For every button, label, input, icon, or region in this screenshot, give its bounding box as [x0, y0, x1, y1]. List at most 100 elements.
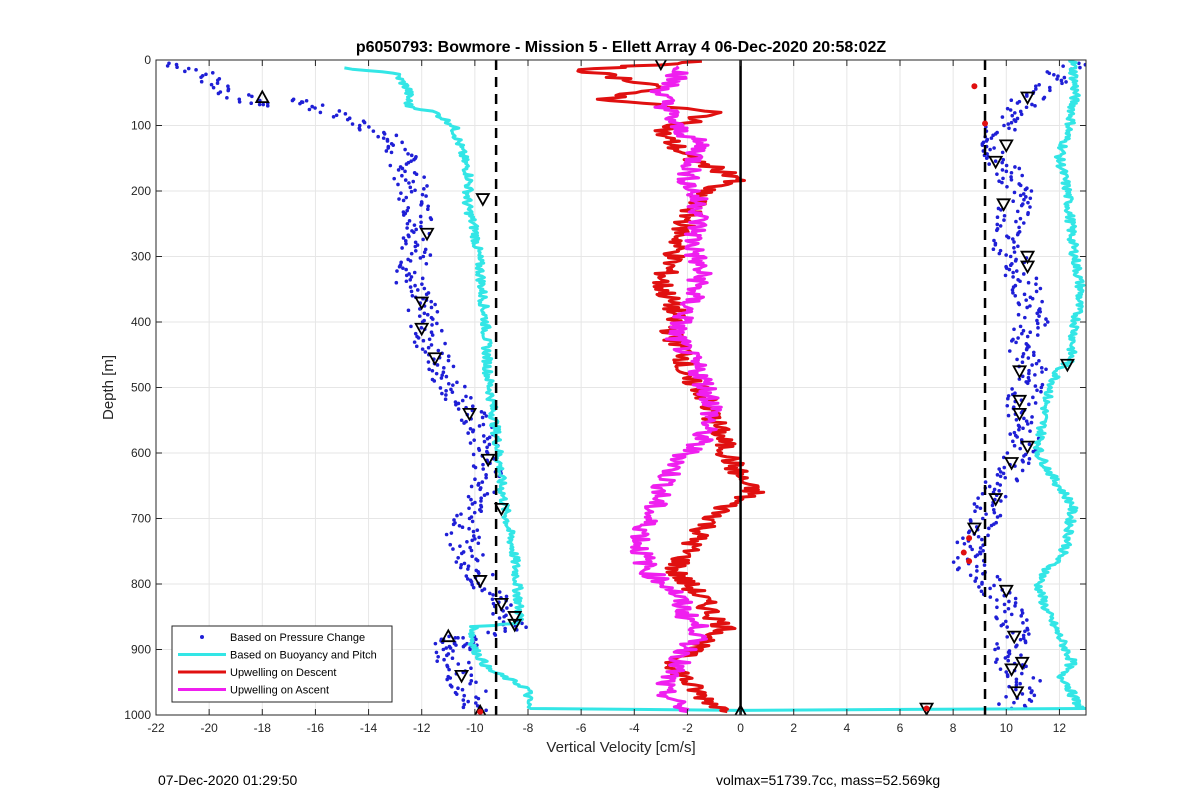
pressure-point: [994, 660, 998, 664]
pressure-point: [469, 679, 474, 683]
pressure-point: [998, 474, 1003, 479]
triangle-down-marker: [427, 352, 443, 366]
triangle-down-marker: [507, 618, 523, 633]
red-marker: [477, 708, 484, 715]
pressure-point: [310, 104, 314, 109]
pressure-point: [413, 244, 418, 249]
pressure-point: [1033, 373, 1037, 377]
pressure-point: [446, 358, 451, 363]
pressure-point: [444, 393, 448, 397]
pressure-point: [987, 484, 992, 489]
pressure-point: [471, 585, 476, 590]
pressure-point: [400, 246, 404, 250]
pressure-point: [1028, 205, 1032, 209]
pressure-point: [386, 146, 391, 150]
pressure-point: [973, 509, 977, 514]
y-axis-label: Depth [m]: [100, 355, 117, 420]
pressure-point: [1020, 468, 1025, 473]
pressure-point: [420, 282, 424, 286]
pressure-point: [1019, 203, 1024, 208]
pressure-point: [1004, 695, 1008, 699]
y-tick-label: 300: [131, 250, 151, 264]
pressure-point: [298, 101, 302, 106]
pressure-point: [1002, 602, 1007, 607]
pressure-point: [1033, 384, 1038, 388]
pressure-point: [1009, 98, 1014, 103]
pressure-point: [429, 330, 434, 334]
pressure-point: [449, 387, 453, 392]
pressure-point: [1020, 374, 1025, 379]
pressure-point: [1003, 494, 1008, 499]
pressure-point: [1014, 687, 1018, 692]
pressure-point: [466, 699, 470, 704]
pressure-point: [429, 217, 434, 222]
pressure-point: [400, 173, 404, 178]
pressure-point: [403, 239, 408, 243]
pressure-point: [1037, 82, 1041, 87]
pressure-point: [456, 636, 460, 640]
pressure-point: [1024, 347, 1029, 352]
pressure-point: [493, 633, 498, 637]
pressure-point: [419, 220, 423, 225]
pressure-point: [1010, 387, 1014, 391]
x-tick-label: -20: [200, 721, 218, 735]
triangle-down-marker: [1020, 91, 1036, 106]
pressure-point: [1018, 637, 1023, 642]
pressure-point: [1001, 471, 1006, 476]
pressure-point: [480, 588, 484, 593]
pressure-point: [1024, 298, 1028, 302]
pressure-point: [412, 270, 417, 275]
pressure-point: [199, 75, 203, 80]
pressure-point: [423, 247, 428, 252]
pressure-point: [1014, 219, 1018, 224]
x-tick-label: -22: [147, 721, 165, 735]
pressure-point: [1013, 596, 1018, 601]
x-tick-label: -18: [254, 721, 272, 735]
pressure-point: [995, 215, 1000, 219]
pressure-point: [466, 567, 470, 571]
pressure-point: [1020, 671, 1024, 676]
pressure-point: [477, 535, 481, 540]
pressure-point: [980, 516, 985, 521]
pressure-point: [1021, 352, 1026, 356]
pressure-point: [979, 589, 984, 594]
pressure-point: [422, 286, 427, 291]
pressure-point: [1012, 443, 1017, 448]
pressure-point: [1013, 604, 1017, 608]
pressure-point: [972, 502, 977, 506]
pressure-point: [1015, 101, 1020, 105]
pressure-point: [1012, 245, 1016, 250]
pressure-point: [444, 374, 449, 379]
pressure-point: [1025, 334, 1030, 339]
pressure-point: [1012, 190, 1017, 195]
pressure-point: [463, 384, 467, 389]
pressure-point: [968, 544, 973, 549]
pressure-point: [459, 551, 464, 556]
pressure-point: [430, 323, 434, 327]
pressure-point: [1023, 640, 1028, 645]
pressure-point: [425, 184, 429, 188]
pressure-point: [413, 249, 418, 253]
pressure-point: [1039, 366, 1044, 370]
pressure-point: [497, 590, 502, 594]
pressure-point: [456, 401, 461, 406]
pressure-point: [990, 503, 995, 508]
pressure-point: [337, 109, 342, 113]
pressure-point: [1040, 382, 1045, 387]
pressure-point: [449, 531, 454, 535]
pressure-point: [1011, 275, 1015, 279]
pressure-point: [995, 473, 1000, 477]
pressure-point: [461, 698, 466, 702]
pressure-point: [1011, 199, 1015, 203]
pressure-point: [399, 260, 403, 265]
pressure-point: [1026, 356, 1031, 360]
pressure-point: [199, 79, 204, 84]
pressure-point: [995, 172, 999, 176]
pressure-point: [320, 103, 325, 107]
pressure-point: [417, 314, 422, 318]
pressure-point: [1034, 87, 1038, 91]
pressure-point: [226, 88, 231, 93]
pressure-point: [404, 267, 408, 272]
pressure-point: [995, 481, 1000, 486]
pressure-point: [1015, 209, 1020, 214]
